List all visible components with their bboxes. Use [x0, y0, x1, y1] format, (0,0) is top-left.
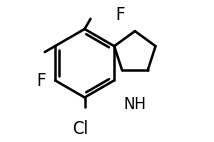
Text: Cl: Cl: [72, 121, 88, 138]
Text: NH: NH: [123, 97, 146, 112]
Text: F: F: [36, 72, 46, 90]
Text: F: F: [116, 6, 125, 24]
